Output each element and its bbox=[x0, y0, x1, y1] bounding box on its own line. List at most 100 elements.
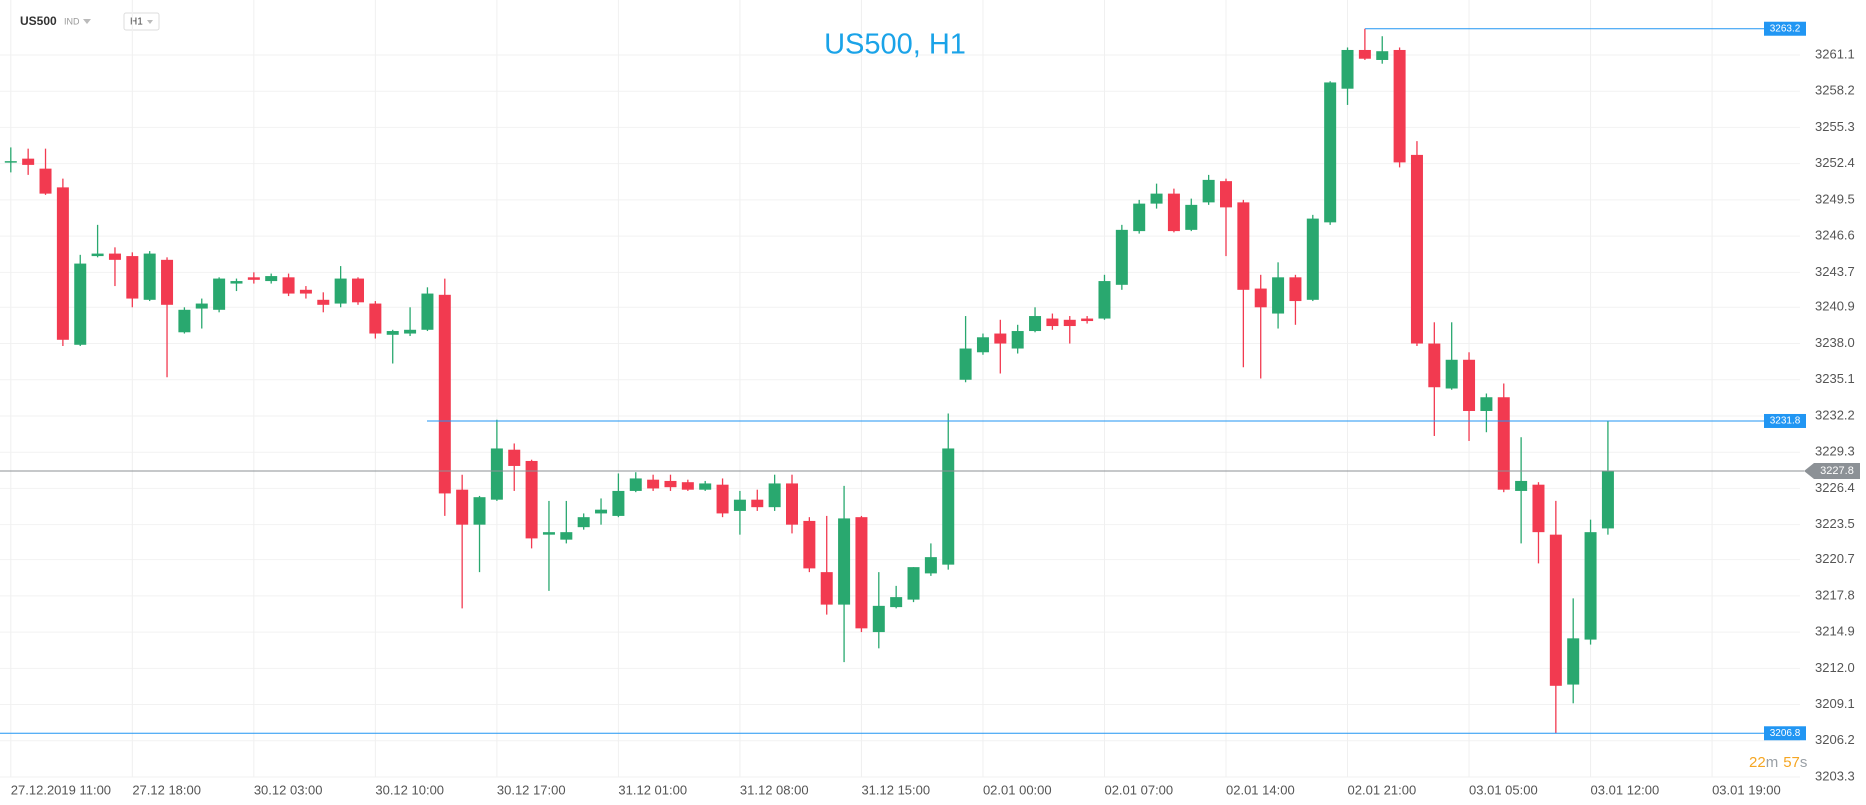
candle-body bbox=[1549, 534, 1562, 686]
candle-body bbox=[733, 499, 746, 511]
level-label: 3263.2 bbox=[1770, 23, 1801, 34]
level-label: 3206.8 bbox=[1770, 728, 1801, 739]
candle-body bbox=[352, 278, 364, 303]
y-tick-label: 3229.3 bbox=[1815, 444, 1855, 459]
y-tick-label: 3217.8 bbox=[1815, 587, 1855, 602]
candle-body bbox=[317, 299, 330, 305]
x-tick-label: 02.01 21:00 bbox=[1348, 782, 1417, 797]
candle-body bbox=[1393, 49, 1406, 163]
candle-body bbox=[786, 483, 798, 525]
candle-body bbox=[74, 263, 87, 345]
candle-body bbox=[838, 518, 851, 605]
candle-body bbox=[247, 277, 260, 280]
x-tick-label: 02.01 07:00 bbox=[1104, 782, 1173, 797]
countdown: 22m 57s bbox=[1749, 754, 1807, 771]
candle-body bbox=[577, 517, 590, 528]
x-tick-label: 30.12 17:00 bbox=[497, 782, 566, 797]
candle-body bbox=[1063, 319, 1076, 327]
candle-body bbox=[1480, 397, 1493, 411]
toolbar: US500 IND H1 bbox=[20, 12, 160, 31]
candle-body bbox=[681, 482, 694, 490]
y-tick-label: 3220.7 bbox=[1815, 551, 1855, 566]
candle-body bbox=[855, 517, 868, 629]
candle-body bbox=[456, 489, 469, 525]
candle-body bbox=[1029, 316, 1042, 332]
candle-body bbox=[803, 520, 816, 569]
candle-body bbox=[4, 161, 17, 163]
x-tick-label: 31.12 15:00 bbox=[861, 782, 930, 797]
candle-body bbox=[647, 479, 660, 489]
level-label-box bbox=[1764, 413, 1806, 428]
plot: 3263.2 3231.8 3206.8 3227.8 bbox=[0, 21, 1860, 741]
candle-body bbox=[664, 480, 677, 488]
candle-body bbox=[108, 253, 121, 260]
dropdown-arrow[interactable] bbox=[147, 20, 153, 24]
candle-body bbox=[39, 168, 52, 194]
candle-body bbox=[976, 337, 989, 353]
dropdown-arrow[interactable] bbox=[83, 19, 91, 24]
candle-body bbox=[1046, 318, 1059, 327]
y-tick-label: 3214.9 bbox=[1815, 624, 1855, 639]
candle-body bbox=[1237, 202, 1250, 290]
candle-body bbox=[213, 278, 226, 310]
y-tick-label: 3238.0 bbox=[1815, 335, 1855, 350]
candle-body bbox=[1272, 277, 1285, 314]
candle-body bbox=[1463, 359, 1476, 411]
candle-body bbox=[942, 448, 955, 565]
candle-body bbox=[404, 329, 417, 334]
x-tick-label: 27.12.2019 11:00 bbox=[11, 782, 111, 797]
candle-body bbox=[299, 289, 312, 294]
candle-body bbox=[1341, 49, 1354, 89]
candle-body bbox=[629, 478, 642, 491]
countdown-part: m bbox=[1766, 754, 1779, 771]
timeframe[interactable]: H1 bbox=[130, 17, 143, 28]
candle-body bbox=[542, 532, 555, 535]
x-tick-label: 31.12 08:00 bbox=[740, 782, 809, 797]
y-tick-label: 3246.6 bbox=[1815, 228, 1855, 243]
candle-body bbox=[195, 303, 208, 309]
y-tick-label: 3232.2 bbox=[1815, 407, 1855, 422]
candle-body bbox=[1098, 281, 1111, 319]
candle-body bbox=[1445, 359, 1458, 389]
candle-body bbox=[1497, 397, 1510, 490]
candle-body bbox=[1202, 179, 1215, 203]
candle-body bbox=[143, 253, 156, 300]
x-tick-label: 02.01 14:00 bbox=[1226, 782, 1295, 797]
y-tick-label: 3203.3 bbox=[1815, 768, 1855, 783]
candle-body bbox=[699, 483, 712, 490]
candle-body bbox=[1133, 203, 1146, 232]
y-tick-label: 3252.4 bbox=[1815, 155, 1855, 170]
candle-body bbox=[1410, 154, 1423, 344]
last-price-box bbox=[1804, 462, 1860, 479]
candle-body bbox=[334, 278, 347, 304]
candle-body bbox=[178, 309, 191, 333]
candle-body bbox=[1532, 484, 1545, 533]
candle-body bbox=[473, 497, 486, 525]
candle-body bbox=[525, 460, 538, 539]
x-tick-label: 02.01 00:00 bbox=[983, 782, 1052, 797]
candle-body bbox=[924, 557, 937, 574]
candle-body bbox=[490, 448, 503, 500]
candle-body bbox=[91, 253, 104, 257]
y-tick-label: 3243.7 bbox=[1815, 264, 1855, 279]
candle-body bbox=[282, 277, 295, 294]
symbol[interactable]: US500 bbox=[20, 14, 57, 28]
level-label: 3231.8 bbox=[1770, 416, 1801, 427]
x-tick-label: 03.01 12:00 bbox=[1591, 782, 1660, 797]
x-tick-label: 31.12 01:00 bbox=[618, 782, 687, 797]
candle-body bbox=[230, 281, 243, 284]
y-tick-label: 3226.4 bbox=[1815, 480, 1855, 495]
candle-body bbox=[1428, 343, 1441, 388]
countdown-part: s bbox=[1800, 754, 1808, 771]
candle-body bbox=[438, 294, 451, 494]
y-tick-label: 3255.3 bbox=[1815, 119, 1855, 134]
y-tick-label: 3249.5 bbox=[1815, 191, 1855, 206]
candle-body bbox=[1081, 318, 1094, 322]
candle-body bbox=[1601, 470, 1614, 529]
market[interactable]: IND bbox=[64, 16, 80, 26]
y-tick-label: 3223.5 bbox=[1815, 516, 1855, 531]
x-tick-label: 27.12 18:00 bbox=[132, 782, 201, 797]
candle-body bbox=[126, 256, 139, 299]
candle-body bbox=[1185, 204, 1198, 230]
